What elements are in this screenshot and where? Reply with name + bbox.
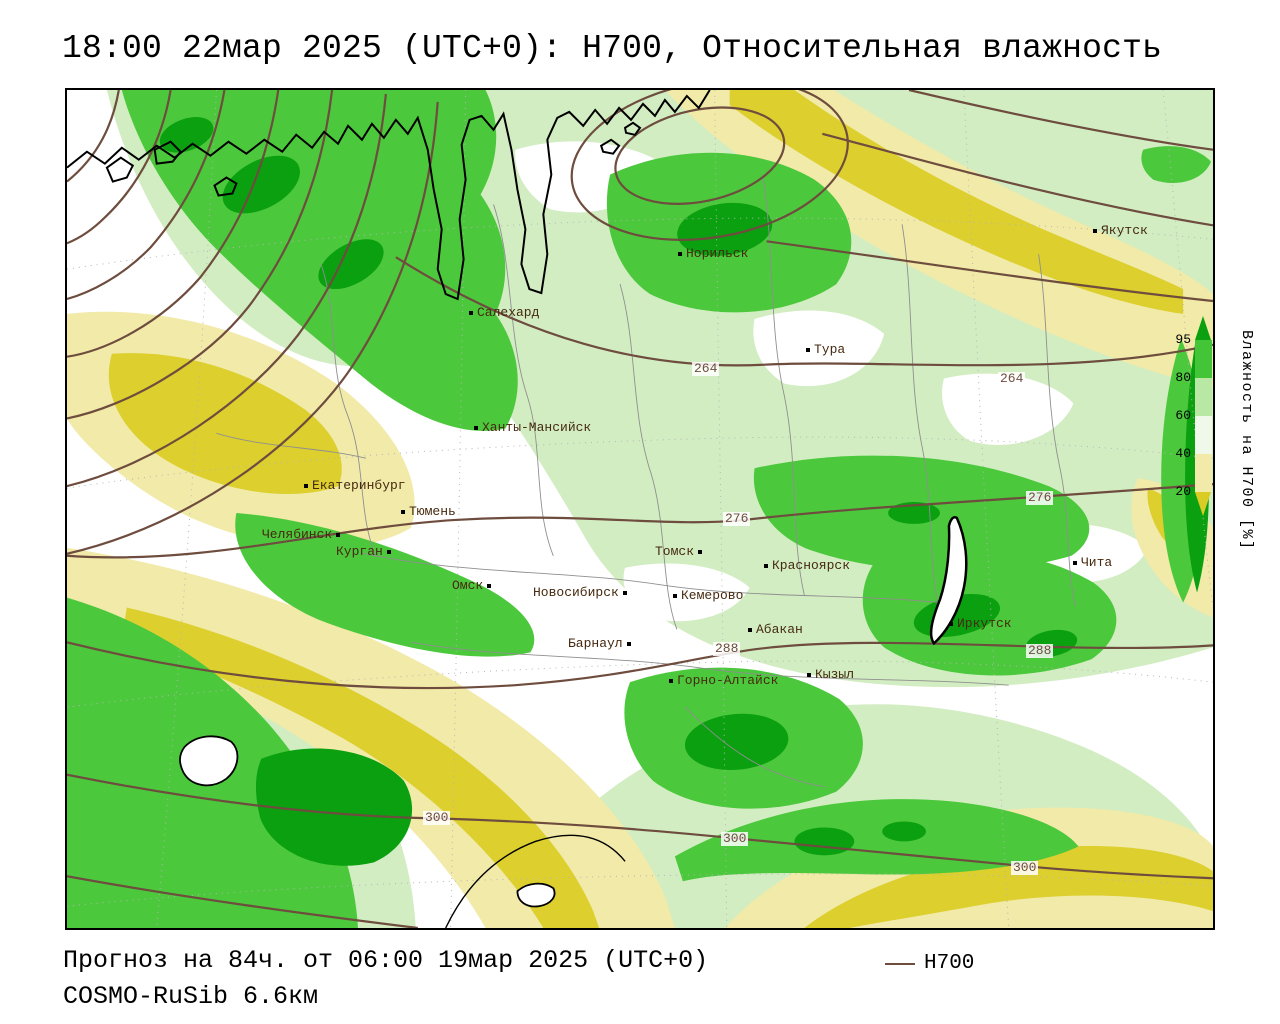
city-chita: Чита [1073, 555, 1112, 570]
city-marker [336, 532, 341, 537]
city-marker [748, 627, 752, 632]
city-marker [487, 583, 492, 588]
city-tura: Тура [806, 342, 845, 357]
city-marker [673, 593, 677, 598]
city-label: Екатеринбург [312, 478, 406, 493]
graticule-layer [67, 90, 1213, 928]
city-yakutsk: Якутск [1093, 223, 1148, 238]
city-marker [949, 621, 953, 626]
colorbar-tick: 80 [1175, 370, 1191, 385]
humidity-colorbar: 95 80 60 40 20 [1175, 316, 1212, 516]
city-label: Курган [336, 544, 383, 559]
contour-label: 276 [723, 511, 751, 526]
city-label: Кемерово [681, 588, 744, 603]
city-label: Кызыл [815, 667, 855, 682]
colorbar-segment-20-40 [1195, 454, 1212, 492]
city-label: Тура [814, 342, 846, 357]
city-marker [698, 549, 703, 554]
city-marker [1093, 228, 1097, 233]
admin-boundaries-layer [216, 174, 1076, 788]
city-marker [678, 251, 682, 256]
city-label: Чита [1081, 555, 1113, 570]
city-khanty-mansiysk: Ханты-Мансийск [474, 420, 591, 435]
city-label: Красноярск [772, 558, 851, 573]
city-label: Челябинск [262, 527, 333, 542]
city-krasnoyarsk: Красноярск [764, 558, 850, 573]
city-novosibirsk: Новосибирск [533, 585, 627, 600]
city-gorno-altaysk: Горно-Алтайск [669, 673, 778, 688]
city-marker [469, 310, 473, 315]
city-tyumen: Тюмень [401, 504, 456, 519]
city-label: Ханты-Мансийск [482, 420, 592, 435]
city-marker [386, 549, 391, 554]
colorbar-arrow-bottom [1195, 492, 1211, 516]
map-graphics [67, 90, 1213, 928]
forecast-info: Прогноз на 84ч. от 06:00 19мар 2025 (UTC… [63, 946, 709, 975]
lake-baikal [929, 516, 968, 646]
city-marker [764, 563, 768, 568]
colorbar-tick: 40 [1175, 446, 1191, 461]
city-label: Якутск [1101, 223, 1148, 238]
contour-legend: H700 [885, 952, 974, 975]
city-marker [807, 672, 811, 677]
contour-label: 264 [692, 361, 720, 376]
city-kemerovo: Кемерово [673, 588, 743, 603]
city-marker [1073, 560, 1077, 565]
city-marker [622, 590, 627, 595]
contour-label: 300 [721, 831, 749, 846]
contour-label: 264 [998, 371, 1026, 386]
city-marker [669, 678, 673, 683]
city-norilsk: Норильск [678, 246, 748, 261]
city-chelyabinsk: Челябинск [262, 527, 341, 542]
city-marker [474, 425, 478, 430]
city-label: Абакан [756, 622, 803, 637]
page-title: 18:00 22мар 2025 (UTC+0): H700, Относите… [62, 30, 1163, 67]
contour-label: 300 [423, 810, 451, 825]
colorbar-segment-40-60 [1195, 416, 1212, 454]
model-info: COSMO-RuSib 6.6км [63, 982, 319, 1011]
city-label: Иркутск [957, 616, 1012, 631]
contour-label: 300 [1011, 860, 1039, 875]
city-kyzyl: Кызыл [807, 667, 854, 682]
city-label: Тюмень [409, 504, 456, 519]
city-tomsk: Томск [655, 544, 703, 559]
city-label: Горно-Алтайск [677, 673, 779, 688]
weather-map: 264 264 276 276 288 288 300 300 300 Якут… [65, 88, 1215, 930]
colorbar-tick: 95 [1175, 332, 1191, 347]
city-ekaterinburg: Екатеринбург [304, 478, 406, 493]
contour-label: 276 [1026, 490, 1054, 505]
contour-line-sample [885, 962, 915, 965]
coastline-layer [67, 90, 968, 928]
contour-label: 288 [1026, 643, 1054, 658]
contour-label: 288 [713, 641, 741, 656]
city-marker [806, 347, 810, 352]
city-kurgan: Курган [336, 544, 391, 559]
colorbar-segment-60-80 [1195, 378, 1212, 416]
colorbar-title: Влажность на H700 [%] [1238, 330, 1255, 551]
contour-legend-label: H700 [924, 952, 975, 975]
city-label: Барнаул [568, 636, 623, 651]
city-irkutsk: Иркутск [949, 616, 1012, 631]
city-salekhard: Салехард [469, 305, 539, 320]
lake-south [516, 882, 556, 908]
city-omsk: Омск [452, 578, 492, 593]
city-label: Новосибирск [533, 585, 619, 600]
city-abakan: Абакан [748, 622, 803, 637]
city-label: Салехард [477, 305, 540, 320]
city-label: Томск [655, 544, 695, 559]
colorbar-tick: 20 [1175, 484, 1191, 499]
lake-southwest [179, 735, 239, 787]
city-label: Омск [452, 578, 484, 593]
city-barnaul: Барнаул [568, 636, 631, 651]
colorbar-tick: 60 [1175, 408, 1191, 423]
city-marker [401, 509, 405, 514]
city-marker [304, 483, 308, 488]
colorbar-arrow-top [1195, 316, 1211, 340]
height-contours-layer [67, 90, 1213, 928]
city-marker [626, 641, 631, 646]
colorbar-segment-80-95 [1195, 340, 1212, 378]
city-label: Норильск [686, 246, 749, 261]
